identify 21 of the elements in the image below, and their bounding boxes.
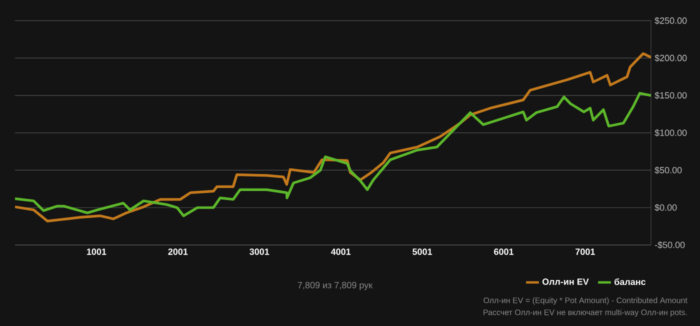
y-tick-label: $150.00 bbox=[654, 92, 687, 100]
line-series bbox=[15, 52, 652, 222]
y-tick-label: $200.00 bbox=[654, 54, 687, 62]
legend-label: баланс bbox=[614, 278, 646, 286]
y-tick-label: $250.00 bbox=[654, 17, 687, 24]
legend-label: Олл-ин EV bbox=[542, 278, 589, 285]
x-tick-label: 3001 bbox=[250, 248, 270, 255]
x-tick-label: 7001 bbox=[576, 248, 595, 255]
x-tick-label: 4001 bbox=[330, 248, 351, 255]
x-tick-label: 2001 bbox=[168, 248, 188, 255]
y-tick-label: $50.00 bbox=[654, 166, 682, 174]
x-tick-label: 5001 bbox=[412, 248, 432, 255]
y-tick-label: $0.00 bbox=[654, 204, 677, 212]
y-tick-label: $100.00 bbox=[654, 129, 687, 136]
x-tick-label: 1001 bbox=[87, 248, 106, 255]
text: 7,809 из 7,809 рук bbox=[298, 282, 373, 290]
y-tick-label: -$50.00 bbox=[654, 241, 685, 249]
text: Олл-ин EV = (Equity * Pot Amount) - Contributed Amount bbox=[484, 297, 688, 305]
x-tick-label: 6001 bbox=[494, 248, 514, 255]
text: Рассчет Олл-ин EV не включает multi-way Олл-ин pots. bbox=[484, 309, 687, 317]
line-series bbox=[15, 92, 652, 218]
